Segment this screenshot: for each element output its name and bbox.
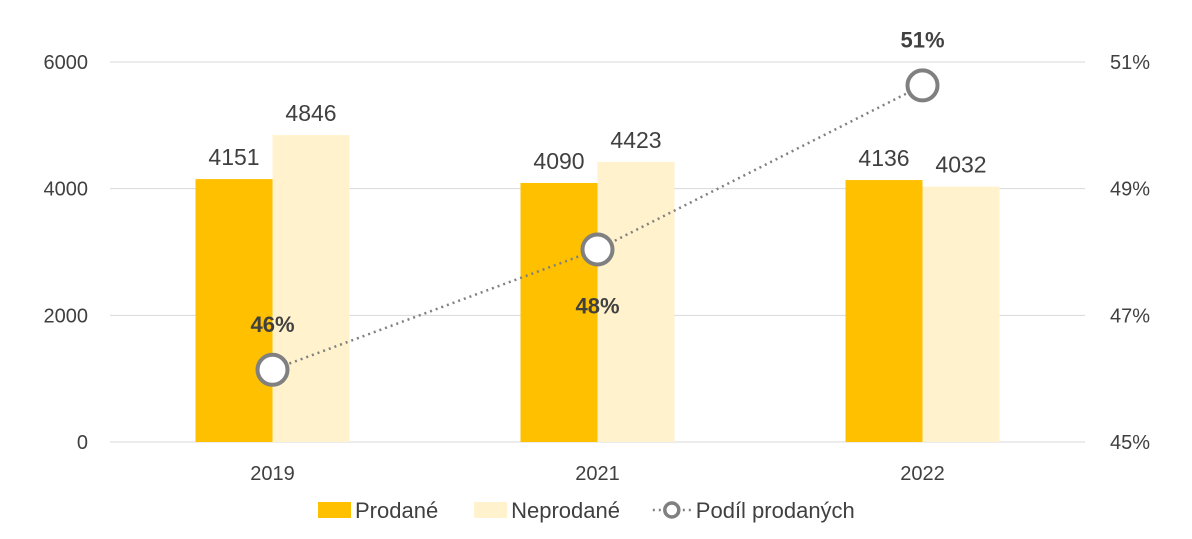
bar-value-label: 4846 — [285, 100, 336, 126]
share-data-label: 51% — [900, 27, 944, 52]
bar-Neprodané — [272, 135, 350, 442]
legend-label: Prodané — [355, 498, 438, 523]
right-tick-label: 51% — [1110, 52, 1150, 74]
left-tick-label: 6000 — [44, 52, 89, 74]
legend-swatch — [474, 502, 508, 518]
share-line-path — [272, 84, 924, 371]
bar-value-label: 4151 — [208, 144, 259, 170]
bar-Neprodané — [597, 161, 675, 443]
bar-Prodané — [195, 179, 273, 442]
bar-value-label: 4423 — [610, 127, 661, 153]
legend-label: Podíl prodaných — [696, 498, 855, 523]
bars — [195, 135, 1000, 443]
x-axis-ticks: 2019 2021 2022 — [250, 463, 945, 485]
share-data-label: 48% — [575, 293, 619, 318]
bar-Prodané — [845, 180, 923, 442]
left-tick-label: 0 — [77, 432, 88, 454]
share-line: 46% 48% 51% — [250, 27, 945, 387]
left-axis-ticks: 0 2000 4000 6000 — [44, 52, 89, 454]
right-tick-label: 47% — [1110, 305, 1150, 327]
share-point — [580, 232, 615, 267]
x-tick-label: 2022 — [900, 463, 945, 485]
share-data-label: 46% — [250, 312, 294, 337]
bar-value-label: 4032 — [935, 152, 986, 178]
legend-marker — [663, 501, 681, 519]
bar-Prodané — [520, 182, 598, 442]
bar-value-label: 4136 — [858, 145, 909, 171]
left-tick-label: 2000 — [44, 305, 89, 327]
bar-Neprodané — [922, 186, 1000, 442]
share-point — [255, 352, 290, 387]
bar-value-label: 4090 — [533, 148, 584, 174]
x-tick-label: 2019 — [250, 463, 295, 485]
left-tick-label: 4000 — [44, 179, 89, 201]
share-point — [905, 68, 940, 103]
right-axis-ticks: 45% 47% 49% 51% — [1110, 52, 1150, 454]
right-tick-label: 49% — [1110, 179, 1150, 201]
legend-swatch — [318, 502, 351, 518]
right-tick-label: 45% — [1110, 432, 1150, 454]
legend: Prodané Neprodané Podíl prodaných — [318, 498, 855, 523]
x-tick-label: 2021 — [575, 463, 620, 485]
legend-label: Neprodané — [511, 498, 620, 523]
bar-data-labels: 4151 4090 4136 4846 4423 4032 — [208, 100, 986, 178]
